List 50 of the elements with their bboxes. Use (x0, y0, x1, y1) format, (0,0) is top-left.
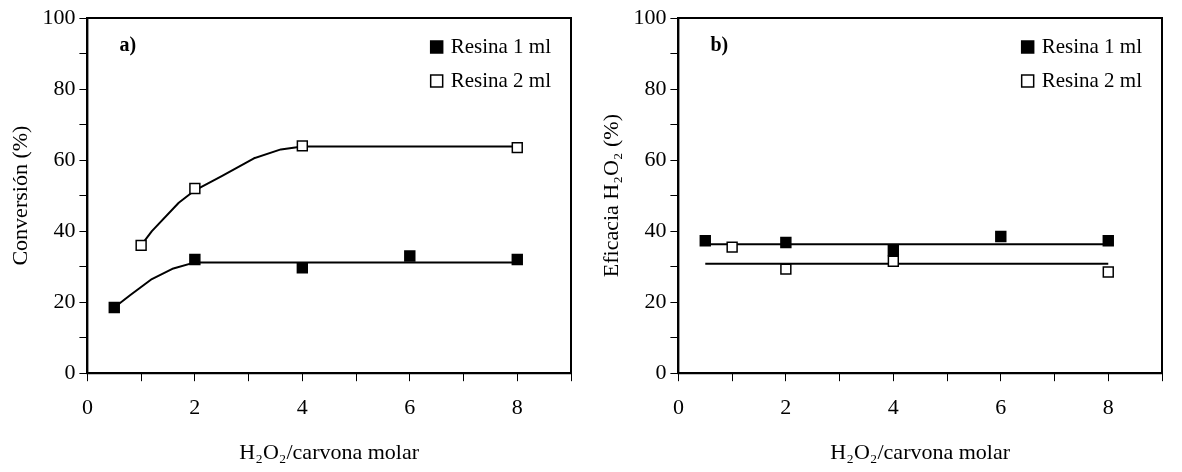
x-tick-label: 2 (780, 394, 792, 420)
x-tick-label: 0 (672, 394, 684, 420)
legend-label: Resina 1 ml (450, 33, 552, 58)
legend-label: Resina 1 ml (1041, 33, 1143, 58)
y-tick-label: 40 (644, 216, 667, 242)
x-tick-label: 8 (1102, 394, 1114, 420)
point (887, 244, 900, 257)
y-tick-label: 60 (644, 145, 667, 171)
point (135, 239, 147, 252)
x-tick-label: 8 (511, 394, 523, 420)
y-axis-title: Eficacia H₂O₂ (%) (597, 114, 623, 278)
point (995, 230, 1007, 243)
y-tick-label: 20 (644, 287, 667, 313)
point (511, 141, 523, 154)
y-tick-label: 100 (42, 3, 76, 29)
y-tick-label: 0 (64, 358, 76, 384)
point (189, 253, 201, 266)
y-tick-label: 80 (53, 74, 76, 100)
point (296, 140, 309, 152)
point (780, 263, 792, 275)
point (1102, 235, 1114, 247)
point (404, 250, 416, 262)
x-tick-label: 0 (81, 394, 93, 420)
legend-label: Resina 2 ml (450, 67, 552, 92)
y-tick-label: 0 (655, 358, 667, 384)
y-tick-label: 60 (53, 145, 76, 171)
x-tick-label: 4 (296, 394, 308, 420)
y-tick-label: 20 (53, 287, 76, 313)
x-tick-label: 2 (189, 394, 201, 420)
point (726, 241, 738, 253)
legend-label: Resina 2 ml (1041, 67, 1143, 92)
point (108, 301, 120, 314)
x-tick-label: 6 (995, 394, 1007, 420)
point (780, 236, 792, 249)
y-axis-title: Conversión (%) (6, 125, 32, 266)
point (1102, 266, 1114, 278)
y-tick-label: 100 (633, 3, 667, 29)
annotation: b) (710, 33, 729, 57)
point (887, 255, 900, 268)
point (511, 253, 523, 266)
annotation: a) (119, 33, 137, 57)
point (189, 182, 201, 195)
x-tick-label: 6 (404, 394, 416, 420)
y-tick-label: 40 (53, 216, 76, 242)
x-tick-label: 4 (887, 394, 899, 420)
x-axis-title: H₂O₂/carvona molar (830, 438, 1011, 464)
x-axis-title: H₂O₂/carvona molar (239, 438, 420, 464)
y-tick-label: 80 (644, 74, 667, 100)
point (296, 262, 309, 274)
point (699, 235, 711, 247)
